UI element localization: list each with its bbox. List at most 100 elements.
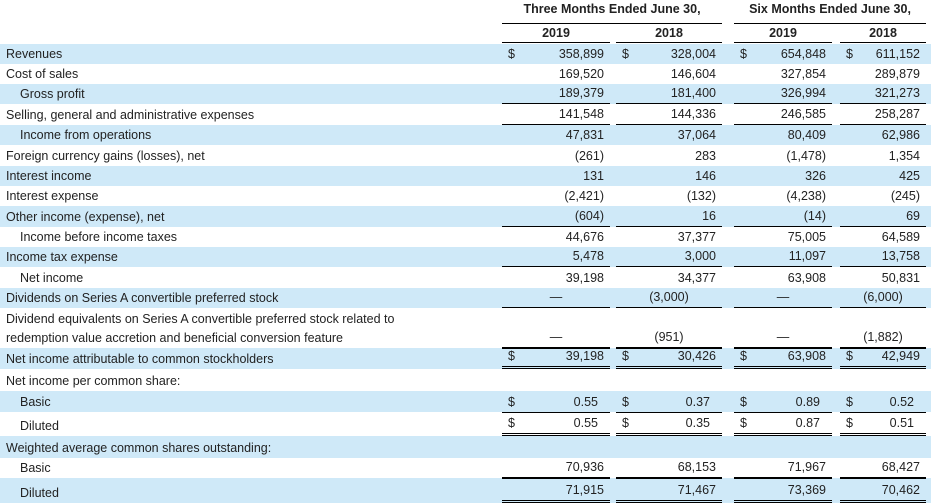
cell-value: $611,152 <box>846 47 920 61</box>
header-year-q-2018: 2018 <box>655 26 683 40</box>
cell-value: — <box>549 330 563 344</box>
cell-value: 146,604 <box>670 67 716 81</box>
value-cell: 327,854 <box>734 64 832 84</box>
value-cell: $0.37 <box>616 391 722 412</box>
cell-value: (1,478) <box>786 149 826 163</box>
value-cell: $0.35 <box>616 412 722 436</box>
cell-value: (132) <box>686 189 716 203</box>
row-label: Basic <box>20 461 51 475</box>
row-label: Net income attributable to common stockh… <box>6 352 274 366</box>
table-row: Gross profit 189,379 181,400 326,994 321,273 <box>0 84 931 104</box>
value-cell: 39,198 <box>502 267 610 288</box>
value-cell: (6,000) <box>840 288 926 308</box>
table-row: Net income per common share: <box>0 369 931 391</box>
row-label: Diluted <box>20 486 59 500</box>
cell-value: 246,585 <box>780 107 826 121</box>
table-row: Basic 70,936 68,153 71,967 68,427 <box>0 458 931 478</box>
value-cell: 146,604 <box>616 64 722 84</box>
value-cell: 75,005 <box>734 227 832 247</box>
table-row: Diluted 71,915 71,467 73,369 70,462 <box>0 478 931 503</box>
cell-value: 64,589 <box>881 230 920 244</box>
cell-value: 289,879 <box>874 67 920 81</box>
cell-value: 327,854 <box>780 67 826 81</box>
value-cell: $0.87 <box>734 412 832 436</box>
currency-symbol: $ <box>846 47 853 61</box>
value-cell: $63,908 <box>734 348 832 369</box>
currency-symbol: $ <box>622 395 629 409</box>
amount: 358,899 <box>558 47 604 61</box>
value-cell: 189,379 <box>502 84 610 104</box>
value-cell: 246,585 <box>734 104 832 125</box>
row-label: Dividend equivalents on Series A convert… <box>6 310 394 348</box>
table-row: Income before income taxes 44,676 37,377 75… <box>0 227 931 247</box>
table-row: Dividend equivalents on Series A convert… <box>0 308 931 348</box>
table-row: Other income (expense), net (604) 16 (14) 69 <box>0 206 931 227</box>
value-cell: (4,238) <box>734 186 832 206</box>
cell-value: 321,273 <box>874 86 920 100</box>
value-cell: 50,831 <box>840 267 926 288</box>
row-label: Income tax expense <box>6 250 118 264</box>
value-cell: 62,986 <box>840 125 926 145</box>
cell-value: 70,462 <box>881 483 920 497</box>
cell-value: 80,409 <box>787 128 826 142</box>
cell-value: 169,520 <box>558 67 604 81</box>
row-label: Diluted <box>20 419 59 433</box>
cell-value: 425 <box>899 169 920 183</box>
cell-value: 37,377 <box>677 230 716 244</box>
cell-value: 144,336 <box>670 107 716 121</box>
currency-symbol: $ <box>846 349 853 363</box>
value-cell: 326 <box>734 166 832 186</box>
amount: 654,848 <box>780 47 826 61</box>
row-label-line: redemption value accretion and beneficia… <box>6 331 344 345</box>
value-cell: (1,882) <box>840 308 926 348</box>
row-label: Net income <box>20 271 84 285</box>
value-cell: (1,478) <box>734 145 832 166</box>
cell-value: (2,421) <box>564 189 604 203</box>
value-cell: (132) <box>616 186 722 206</box>
cell-value: $358,899 <box>508 47 604 61</box>
value-cell: 70,936 <box>502 458 610 478</box>
value-cell: $30,426 <box>616 348 722 369</box>
currency-symbol: $ <box>508 395 515 409</box>
table-row: Basic $0.55 $0.37 $0.89 $0.52 <box>0 391 931 412</box>
row-label: Gross profit <box>20 87 85 101</box>
cell-value: 141,548 <box>558 107 604 121</box>
cell-value: $39,198 <box>508 349 604 363</box>
value-cell: 144,336 <box>616 104 722 125</box>
table-row: Income tax expense 5,478 3,000 11,097 13,758 <box>0 247 931 267</box>
cell-value: 1,354 <box>888 149 920 163</box>
table-row: Cost of sales 169,520 146,604 327,854 289,87… <box>0 64 931 84</box>
value-cell: 68,427 <box>840 458 926 478</box>
currency-symbol: $ <box>622 349 629 363</box>
row-label: Basic <box>20 395 51 409</box>
row-label: Selling, general and administrative expe… <box>6 108 255 122</box>
value-cell: (604) <box>502 206 610 227</box>
header-year-q-2019: 2019 <box>542 26 570 40</box>
currency-symbol: $ <box>740 395 747 409</box>
row-label: Interest expense <box>6 189 99 203</box>
value-cell: 37,064 <box>616 125 722 145</box>
cell-value: (14) <box>803 209 826 223</box>
cell-value: 63,908 <box>787 271 826 285</box>
cell-value: 0.55 <box>573 395 598 409</box>
cell-value: 71,915 <box>565 483 604 497</box>
value-cell: $328,004 <box>616 44 722 64</box>
cell-value: 326,994 <box>780 86 826 100</box>
row-label: Net income per common share: <box>6 374 181 388</box>
value-cell: $358,899 <box>502 44 610 64</box>
currency-symbol: $ <box>508 47 515 61</box>
cell-value: 181,400 <box>670 86 716 100</box>
row-label: Interest income <box>6 169 92 183</box>
table-row: Net income 39,198 34,377 63,908 50,831 <box>0 267 931 288</box>
value-cell: $0.89 <box>734 391 832 412</box>
cell-value: — <box>549 290 563 304</box>
cell-value: 11,097 <box>788 249 826 263</box>
value-cell: 37,377 <box>616 227 722 247</box>
cell-value: 71,967 <box>787 460 826 474</box>
table-row: Diluted $0.55 $0.35 $0.87 $0.51 <box>0 412 931 436</box>
value-cell: 71,967 <box>734 458 832 478</box>
cell-value: 5,478 <box>572 249 604 263</box>
value-cell: (261) <box>502 145 610 166</box>
cell-value: 73,369 <box>787 483 826 497</box>
cell-value: 258,287 <box>874 107 920 121</box>
